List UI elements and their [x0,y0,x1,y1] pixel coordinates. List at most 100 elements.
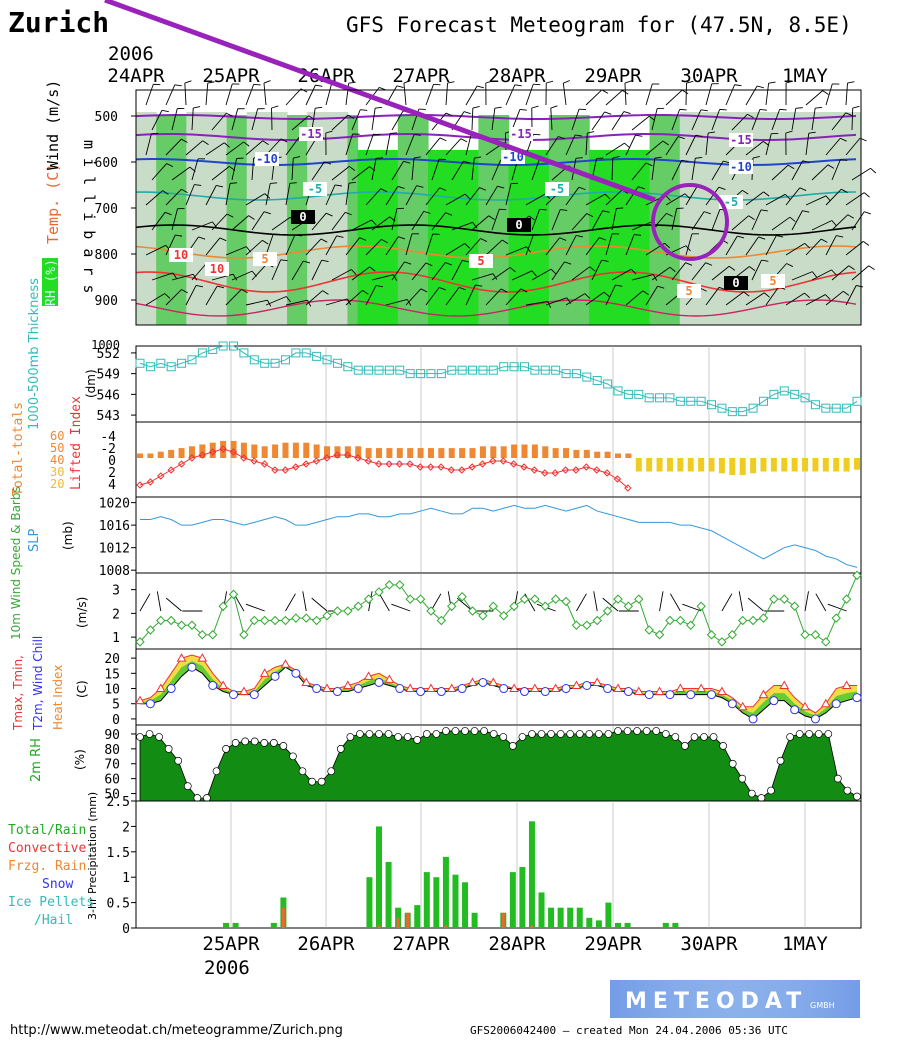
li-point [188,454,196,462]
wind-barb-feather [848,265,855,271]
rh-top-band [136,90,861,112]
wind-barb [825,137,841,156]
logo-text: METEODAT [625,989,807,1014]
wind-barb-feather [642,290,649,296]
wind-barb [345,290,363,306]
wind-barb-feather [413,156,421,159]
wind-barb [825,188,842,206]
wind-barb-feather [494,106,502,109]
bottom-date-axis: 25APR 26APR 27APR 28APR 29APR 30APR 1MAY [202,933,828,955]
thickness-point [405,369,415,379]
rh-legend-swatch [42,258,58,306]
wind-barb [691,262,706,281]
wind10-point [592,615,602,626]
tt-bar [157,451,164,458]
wind-barb-feather [439,137,447,142]
wind-barb-feather [808,131,816,134]
wind-barb [305,84,316,106]
tmin-point [561,684,571,694]
wind-barb-feather [763,191,770,197]
wind-barb-feather [294,234,302,237]
thickness-point [447,365,457,375]
wind-barb [325,184,336,206]
wind-barb-feather [219,237,227,242]
wind-barb-feather [262,140,269,146]
legend-total-rain: Total/Rain [8,823,86,838]
rh2m-tick-label: 80 [104,743,120,758]
wind-barb-feather [645,162,653,167]
precip-tick-label: 1.5 [107,846,130,861]
wind-barb-feather [375,284,383,288]
thickness-point [488,365,498,375]
wind-barb [411,158,415,181]
precip-bar [538,892,545,928]
wind-barb [285,299,308,306]
bottom-date-label: 27APR [392,933,450,955]
tmin-point [810,714,820,724]
wind-barb-feather [162,190,169,195]
upper-side-labels: RH (%) Temp. (C) Wind (m/s) m i l l i b … [42,80,98,306]
wind10-point [748,615,758,626]
wind10-point [259,615,270,626]
wind-barb-feather [230,182,238,184]
wind-barb [711,265,730,281]
wind-barb-feather [779,108,787,111]
thickness-point [478,365,488,375]
pressure-tick-label: 900 [95,294,118,309]
tmin-point [416,687,426,697]
li-point [198,451,206,459]
contour-label-bg [507,218,531,232]
wind10-point [436,615,447,626]
wind-barb-feather [474,156,482,159]
wind-barb-feather [811,271,817,278]
li-point [395,460,404,468]
thickness-point [810,400,820,410]
tt-bar [459,448,466,458]
thickness-point [260,358,270,368]
precip-unit: 3-hr Precipitation (mm) [86,792,99,920]
wind-barb [705,133,709,156]
wind-barb-feather [560,209,568,211]
wind-barb-feather [799,187,807,192]
wind-barb-feather [825,294,831,300]
contour-label: 5 [685,284,692,298]
rh2m-point [671,733,680,741]
wind-barb [571,213,587,231]
wind-barb [671,109,681,131]
wind-barb [185,140,204,156]
precip-bar [452,874,459,928]
temp-tick-label: 15 [104,667,120,682]
li-tick-label: -2 [100,442,116,457]
thickness-point [644,393,654,403]
wind-barb [485,185,498,206]
wind-barb [171,166,191,181]
wind-barb-feather [349,166,356,171]
footer-url: http://www.meteodat.ch/meteogramme/Zuric… [10,1023,343,1038]
wind-barb [685,233,693,256]
wind-barb [265,183,271,206]
li-point [447,466,456,474]
wind10-point [488,601,499,611]
wind-barb [425,84,434,106]
li-point [613,475,622,483]
temp-unit: (C) [75,680,89,698]
tmax-point [633,686,644,696]
tt-bar [168,449,175,458]
wind10-tick-label: 2 [112,607,120,622]
tt-bar [812,458,819,472]
li-point [541,469,549,477]
wind-barb [624,83,627,106]
contour-label: 5 [477,254,484,268]
tt-bar [427,448,434,458]
wind-barb [445,243,465,256]
wind10-point [239,630,249,640]
rh2m-point [700,733,708,741]
wind-barb-feather [492,273,498,280]
li-point [561,466,570,474]
rh-shade-column [216,100,228,325]
wind-barb [491,209,500,231]
wind-barb [665,136,679,156]
rh-shade-column [800,100,812,325]
